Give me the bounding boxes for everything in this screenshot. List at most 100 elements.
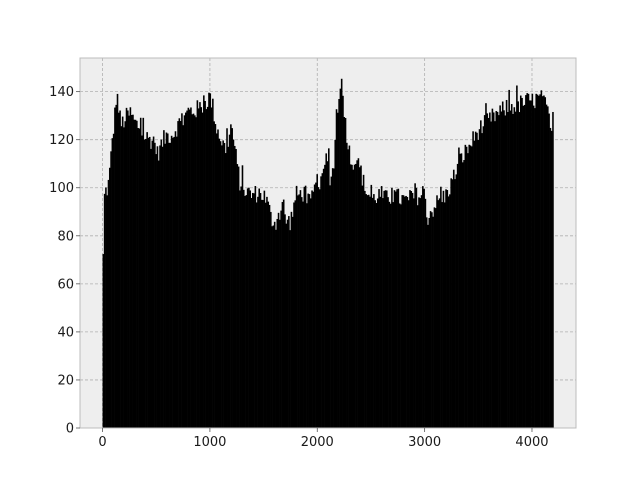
histogram-bar <box>458 147 460 428</box>
histogram-bar <box>170 135 173 429</box>
histogram-bar <box>253 193 255 428</box>
histogram-bar <box>192 113 195 429</box>
histogram-bar <box>552 111 554 429</box>
histogram-bar <box>432 216 434 428</box>
histogram-bar <box>120 126 123 428</box>
histogram-bar <box>141 135 143 428</box>
histogram-bar <box>196 100 199 428</box>
histogram-bar <box>517 101 519 428</box>
y-tick-label: 120 <box>49 133 74 148</box>
histogram-bar <box>436 195 438 428</box>
histogram-bar <box>344 117 347 428</box>
histogram-bar <box>441 202 443 428</box>
histogram-bar <box>127 110 129 428</box>
histogram-bar <box>136 120 138 428</box>
histogram-bar <box>509 110 512 429</box>
histogram-bar <box>367 194 370 428</box>
histogram-bar <box>240 186 242 428</box>
histogram-bar <box>179 121 182 428</box>
histogram-bar <box>254 186 257 428</box>
x-tick-label: 4000 <box>515 435 548 450</box>
histogram-bar <box>264 202 267 428</box>
histogram-bar <box>172 137 174 428</box>
histogram-bar <box>410 191 413 428</box>
histogram-bar <box>507 112 509 428</box>
histogram-bar <box>316 174 318 428</box>
histogram-bar <box>415 187 418 428</box>
histogram-bar <box>263 190 266 428</box>
histogram-bar <box>320 176 322 428</box>
histogram-bar <box>549 127 552 428</box>
histogram-bar <box>531 93 534 429</box>
histogram-bar <box>174 131 177 428</box>
histogram-bar <box>449 194 451 428</box>
histogram-bar <box>154 142 156 428</box>
histogram-bar <box>271 226 273 428</box>
histogram-bar <box>291 216 294 428</box>
x-tick-label: 2000 <box>301 435 334 450</box>
histogram-bar <box>236 164 239 428</box>
histogram-bar <box>306 203 308 428</box>
histogram-bar <box>388 201 391 428</box>
histogram-bar <box>139 117 142 429</box>
histogram-bar <box>527 93 530 429</box>
histogram-bar <box>188 109 191 428</box>
histogram-bar <box>379 196 382 428</box>
histogram-bar <box>217 129 219 428</box>
histogram-bar <box>279 219 281 428</box>
histogram-bar <box>177 121 179 428</box>
histogram-bar <box>191 114 194 428</box>
histogram-bar <box>125 107 128 429</box>
histogram-bar <box>150 148 152 428</box>
histogram-bar <box>500 111 503 428</box>
histogram-bar <box>414 183 416 428</box>
histogram-bar <box>398 203 401 428</box>
histogram-bar <box>161 146 164 428</box>
histogram-bar <box>392 202 395 428</box>
histogram-bar <box>299 190 302 428</box>
histogram-bar <box>214 124 217 429</box>
histogram-bar <box>356 160 358 428</box>
histogram-bar <box>541 96 544 428</box>
histogram-bar <box>199 102 201 429</box>
histogram-bar <box>276 218 279 428</box>
histogram-bar <box>315 182 317 428</box>
histogram-bar <box>477 139 480 428</box>
histogram-bar <box>452 169 455 428</box>
histogram-bar <box>312 191 315 428</box>
histogram-bar <box>227 146 230 429</box>
histogram-bar <box>267 201 270 428</box>
histogram-bar <box>298 194 300 428</box>
histogram-bar <box>157 160 160 428</box>
histogram-bar <box>123 127 125 428</box>
histogram-bar <box>322 168 325 429</box>
histogram-bar <box>401 195 404 428</box>
histogram-bar <box>333 168 335 428</box>
histogram-bar <box>343 117 346 428</box>
histogram-bar <box>498 115 500 428</box>
histogram-bar <box>248 187 250 428</box>
histogram-bar <box>297 195 299 428</box>
histogram-bar <box>454 179 456 428</box>
histogram-bar <box>151 140 154 428</box>
histogram-bar <box>255 202 258 428</box>
histogram-bar <box>397 188 400 428</box>
histogram-bar <box>285 223 288 428</box>
x-tick-label: 3000 <box>408 435 441 450</box>
histogram-bar <box>249 190 252 428</box>
y-tick-label: 100 <box>49 181 74 196</box>
histogram-bar <box>478 129 481 429</box>
histogram-bar <box>460 153 463 429</box>
histogram-bar <box>425 217 428 428</box>
x-axis-ticks: 0 1000 2000 3000 4000 <box>98 428 549 450</box>
histogram-bar <box>272 225 275 428</box>
histogram-bar <box>186 110 188 429</box>
histogram-bar <box>431 212 433 428</box>
histogram-bar <box>116 93 119 428</box>
histogram-bar <box>539 94 541 429</box>
histogram-bar <box>152 136 155 428</box>
histogram-bar <box>522 105 525 428</box>
histogram-bar <box>335 109 338 429</box>
